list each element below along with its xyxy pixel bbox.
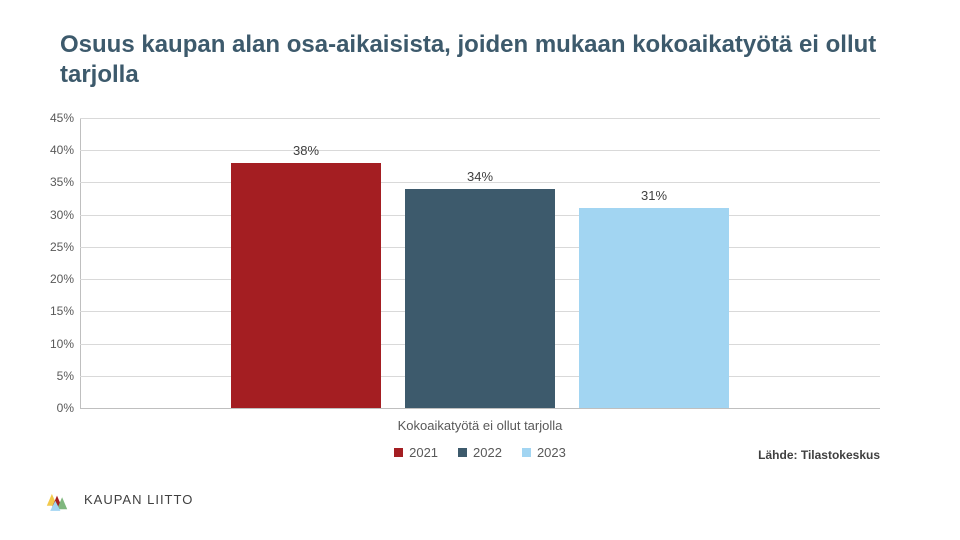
brand-logo: KAUPAN LIITTO (40, 482, 193, 516)
chart-plot-area: 0%5%10%15%20%25%30%35%40%45% 38%34%31% (80, 118, 880, 408)
y-tick-label: 25% (50, 240, 74, 254)
kaupan-liitto-icon (40, 482, 74, 516)
legend-swatch (458, 448, 467, 457)
x-axis-category-label: Kokoaikatyötä ei ollut tarjolla (80, 418, 880, 433)
y-tick-label: 40% (50, 143, 74, 157)
brand-logo-text: KAUPAN LIITTO (84, 492, 193, 507)
bar-2023: 31% (579, 208, 729, 408)
bar-2022: 34% (405, 189, 555, 408)
legend-item-2021: 2021 (394, 445, 438, 460)
y-tick-label: 45% (50, 111, 74, 125)
y-tick-label: 15% (50, 304, 74, 318)
y-tick-label: 30% (50, 208, 74, 222)
bar-2021: 38% (231, 163, 381, 408)
legend-swatch (522, 448, 531, 457)
legend-item-2022: 2022 (458, 445, 502, 460)
source-label: Lähde: Tilastokeskus (758, 448, 880, 462)
y-tick-label: 5% (57, 369, 74, 383)
bar-group: 38%34%31% (80, 118, 880, 408)
legend-label: 2021 (409, 445, 438, 460)
bar-value-label: 38% (231, 143, 381, 158)
legend-item-2023: 2023 (522, 445, 566, 460)
y-axis: 0%5%10%15%20%25%30%35%40%45% (36, 118, 80, 408)
legend-swatch (394, 448, 403, 457)
chart-page: Osuus kaupan alan osa-aikaisista, joiden… (0, 0, 960, 540)
y-tick-label: 20% (50, 272, 74, 286)
y-tick-label: 0% (57, 401, 74, 415)
grid-line (80, 408, 880, 409)
y-tick-label: 35% (50, 175, 74, 189)
y-tick-label: 10% (50, 337, 74, 351)
chart-title: Osuus kaupan alan osa-aikaisista, joiden… (60, 30, 900, 90)
legend-label: 2022 (473, 445, 502, 460)
legend-label: 2023 (537, 445, 566, 460)
bar-value-label: 31% (579, 188, 729, 203)
bar-value-label: 34% (405, 169, 555, 184)
